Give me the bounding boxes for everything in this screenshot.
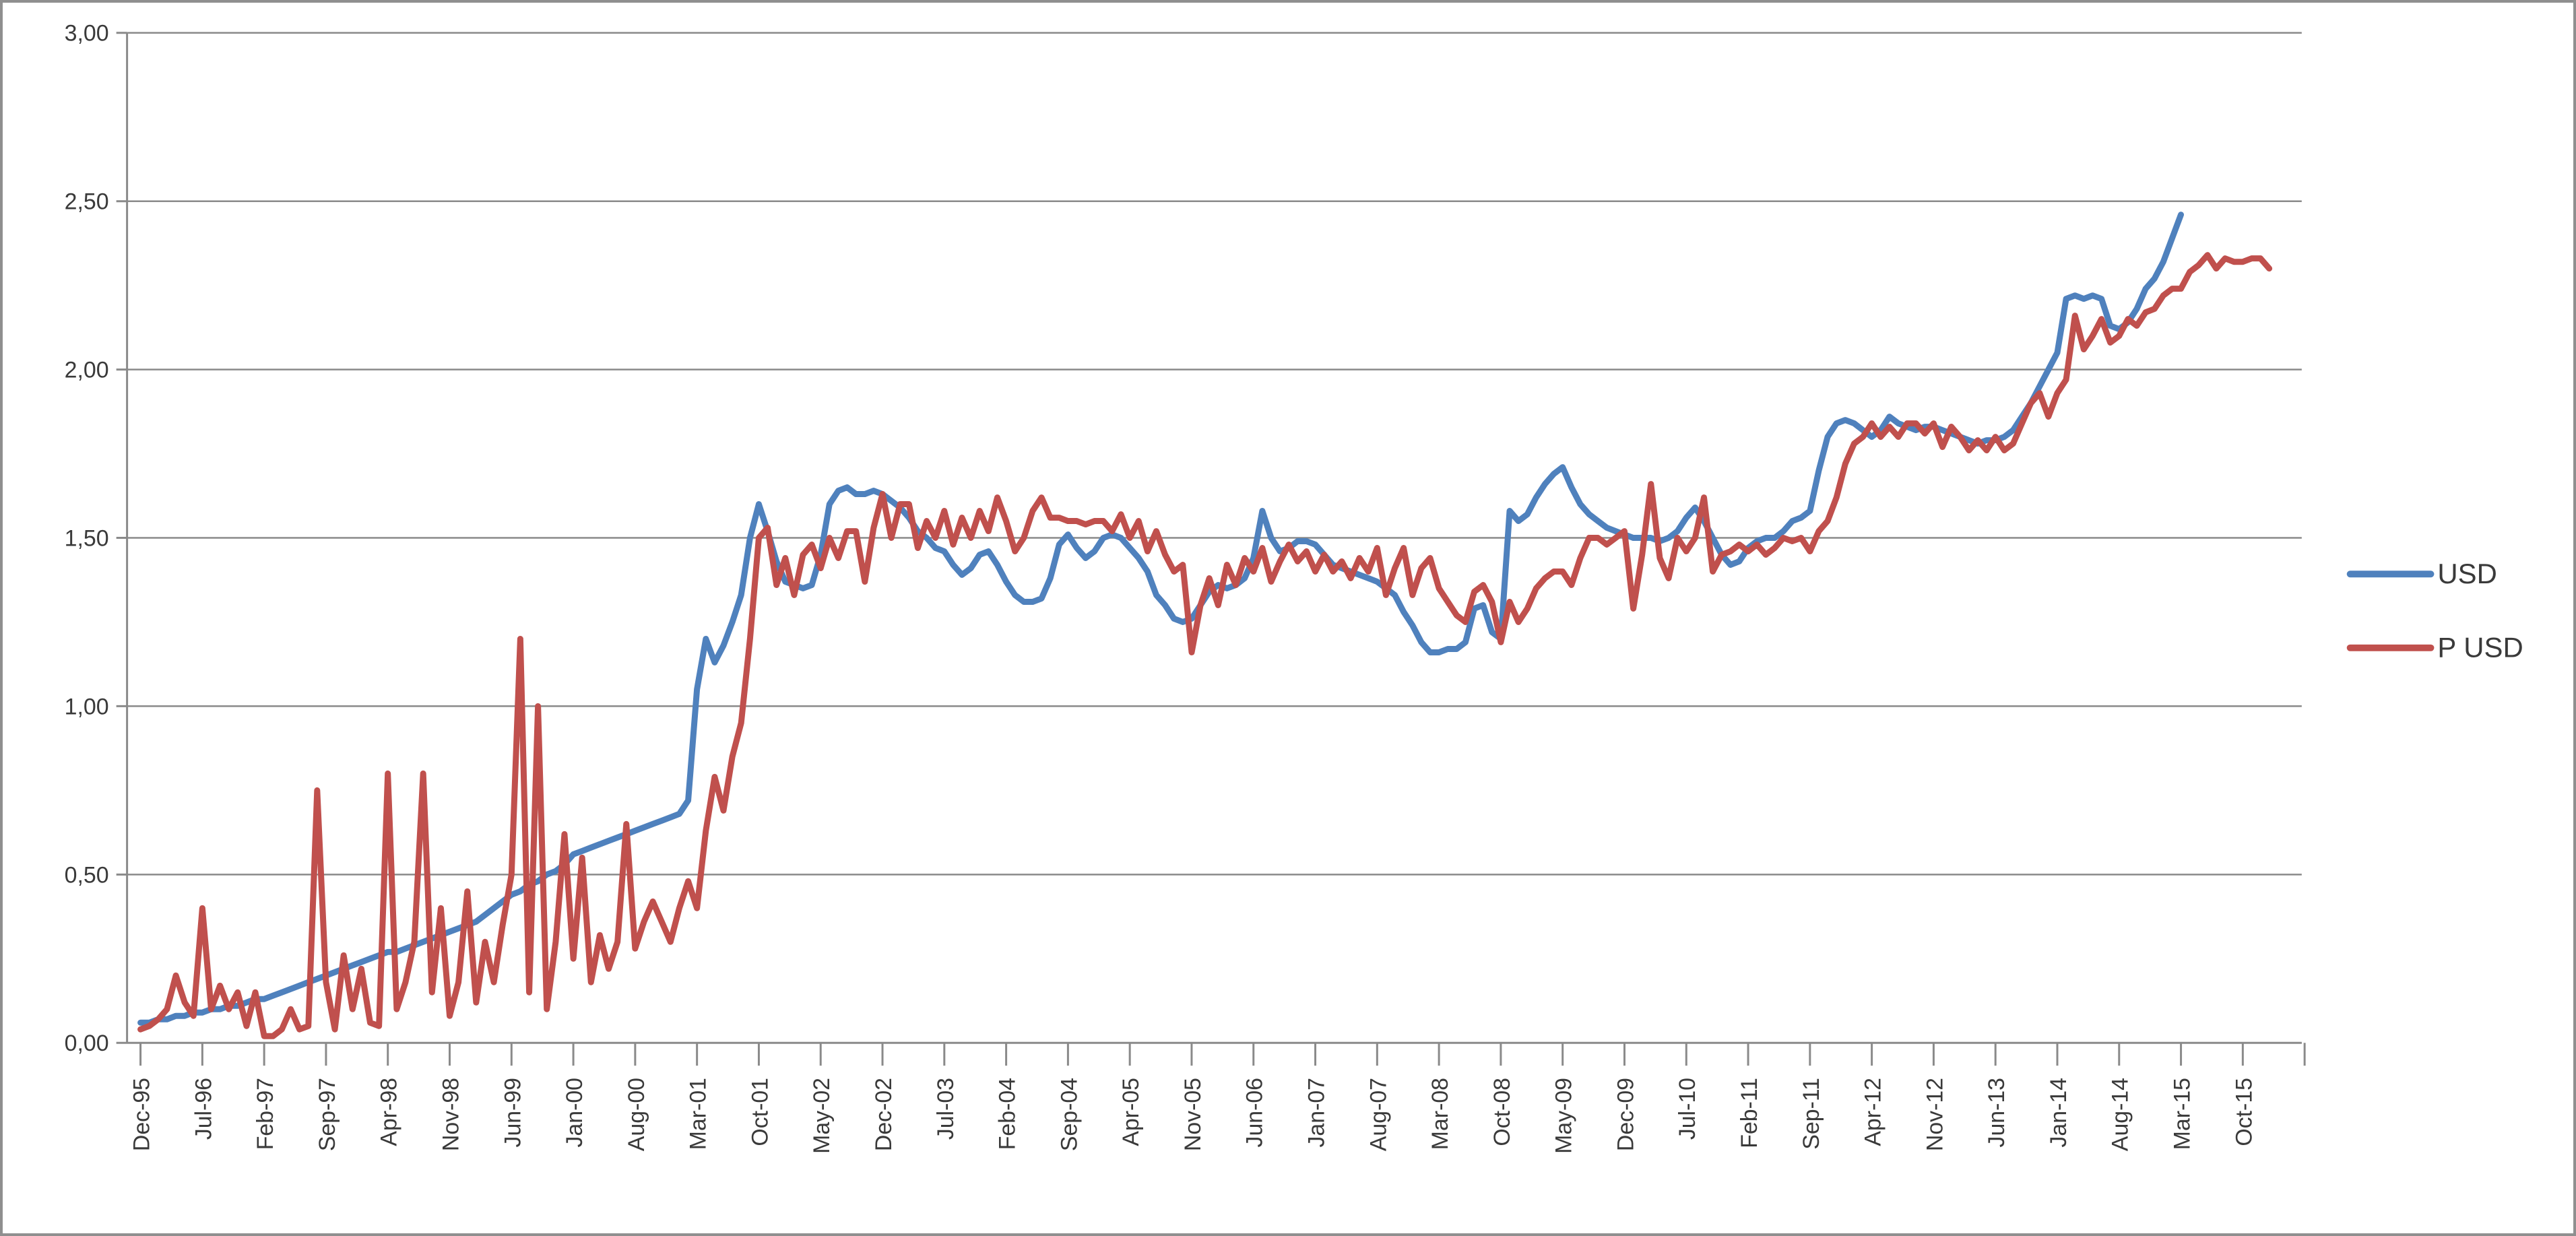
x-tick-label: Jun-06 [1242, 1078, 1268, 1147]
x-tick-label: Sep-97 [315, 1078, 340, 1151]
x-tick-label: Aug-00 [624, 1078, 649, 1151]
axes [116, 32, 2306, 1066]
x-tick-label: Jun-99 [500, 1078, 525, 1147]
x-tick-label: Apr-98 [377, 1078, 402, 1146]
y-tick-label: 0,00 [65, 1031, 109, 1056]
legend-label-usd: USD [2437, 558, 2497, 589]
y-tick-label: 3,00 [65, 21, 109, 46]
x-tick-label: Feb-97 [253, 1078, 278, 1150]
y-tick-label: 1,00 [65, 694, 109, 719]
x-tick-label: Jan-00 [562, 1078, 587, 1147]
x-tick-label: Nov-12 [1922, 1078, 1947, 1151]
y-tick-label: 0,50 [65, 862, 109, 888]
x-tick-label: Sep-11 [1799, 1078, 1824, 1150]
series-line-p-usd [137, 252, 2273, 1039]
line-chart: 0,00 0,50 1,00 1,50 2,00 2,50 3,00 Dec-95 Jul-96… [65, 21, 2523, 1154]
legend-label-pusd: P USD [2437, 632, 2523, 663]
series-line-usd [137, 212, 2185, 1026]
x-tick-label: Dec-95 [129, 1078, 155, 1151]
x-tick-label: Dec-09 [1613, 1078, 1638, 1151]
legend: USD P USD [2346, 558, 2523, 663]
x-tick-label: Oct-01 [747, 1078, 773, 1146]
x-tick-label: Oct-08 [1489, 1078, 1515, 1146]
x-tick-label: Jul-03 [933, 1078, 959, 1140]
x-tick-label: Jan-07 [1303, 1078, 1329, 1147]
x-tick-label: Jul-96 [191, 1078, 216, 1140]
x-tick-label: Aug-14 [2108, 1078, 2133, 1151]
x-tick-label: Apr-05 [1118, 1078, 1144, 1146]
x-tick-label: Oct-15 [2231, 1078, 2257, 1146]
x-tick-label: Nov-98 [438, 1078, 463, 1151]
gridlines [127, 32, 2302, 1044]
axis-labels: 0,00 0,50 1,00 1,50 2,00 2,50 3,00 Dec-95 Jul-96… [65, 21, 2257, 1154]
data-series [137, 212, 2273, 1039]
x-tick-label: Nov-05 [1180, 1078, 1206, 1151]
x-tick-label: Sep-04 [1056, 1078, 1082, 1151]
x-tick-label: Apr-12 [1861, 1078, 1886, 1146]
y-tick-label: 1,50 [65, 526, 109, 552]
x-tick-label: May-09 [1551, 1078, 1577, 1154]
x-tick-label: Jan-14 [2046, 1078, 2071, 1147]
x-tick-label: Jun-13 [1984, 1078, 2009, 1147]
x-tick-label: Mar-08 [1427, 1078, 1453, 1150]
x-tick-label: Mar-15 [2170, 1078, 2195, 1150]
x-tick-label: Aug-07 [1365, 1078, 1391, 1151]
x-tick-label: Dec-02 [871, 1078, 897, 1151]
x-tick-label: Feb-11 [1737, 1078, 1762, 1148]
y-tick-label: 2,00 [65, 358, 109, 383]
x-tick-label: May-02 [809, 1078, 835, 1154]
x-tick-label: Jul-10 [1675, 1078, 1700, 1140]
y-tick-label: 2,50 [65, 189, 109, 215]
x-tick-label: Feb-04 [995, 1078, 1021, 1150]
x-tick-label: Mar-01 [686, 1078, 711, 1150]
